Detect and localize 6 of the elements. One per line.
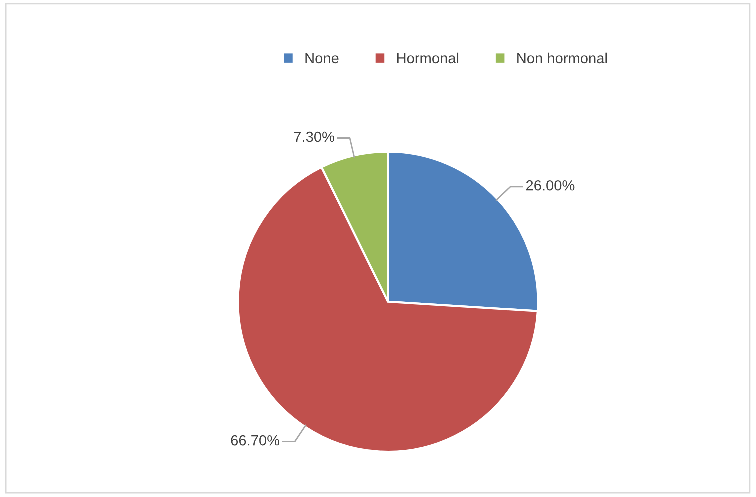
data-label: 26.00%	[526, 180, 575, 191]
legend-label: None	[306, 53, 339, 64]
legend-label: Hormonal	[397, 52, 459, 64]
data-label: 7.30%	[294, 132, 334, 142]
legend-label: Non hormonal	[518, 52, 607, 64]
data-label: 66.70%	[231, 435, 280, 446]
